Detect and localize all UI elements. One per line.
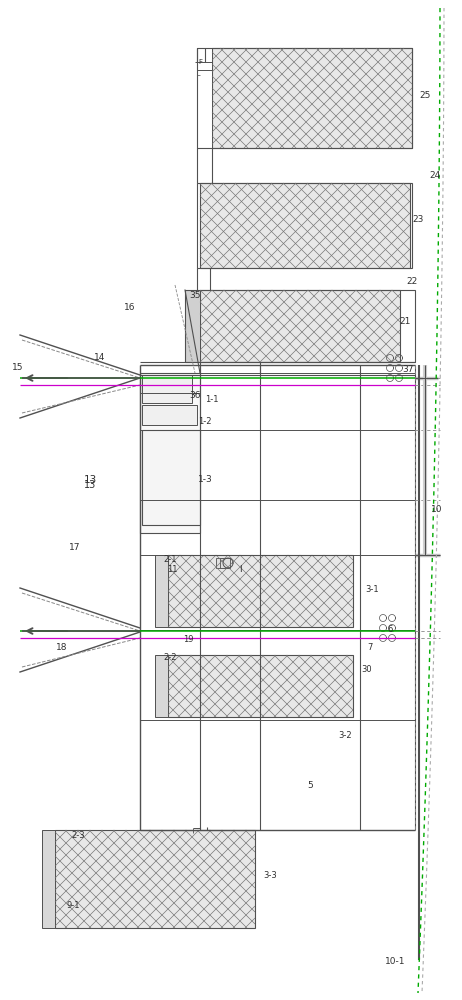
Bar	[185, 290, 415, 362]
Text: 18: 18	[56, 644, 68, 652]
Bar	[55, 830, 255, 928]
Text: 9-1: 9-1	[66, 900, 80, 910]
Text: 19: 19	[183, 636, 193, 645]
Text: 15: 15	[12, 363, 24, 372]
Text: 11: 11	[167, 566, 177, 574]
Text: 3-3: 3-3	[263, 870, 277, 880]
Text: 16: 16	[124, 304, 136, 312]
Text: 24: 24	[429, 170, 441, 180]
Text: 22: 22	[407, 277, 418, 286]
Bar	[42, 830, 55, 928]
Text: 35: 35	[189, 290, 201, 300]
Text: 7: 7	[367, 644, 373, 652]
Text: 13: 13	[83, 475, 97, 485]
Text: 14: 14	[94, 354, 106, 362]
Bar	[185, 290, 200, 362]
Text: 1-2: 1-2	[198, 418, 212, 426]
Bar	[200, 183, 410, 268]
Text: 13: 13	[84, 480, 96, 490]
Text: 23: 23	[412, 216, 424, 225]
Bar	[216, 558, 226, 568]
Text: 3-1: 3-1	[365, 585, 379, 594]
Text: 1-1: 1-1	[205, 395, 219, 404]
Text: 2-2: 2-2	[163, 654, 177, 662]
Text: 3-2: 3-2	[338, 730, 352, 740]
Text: 6: 6	[387, 626, 393, 635]
Bar	[140, 373, 200, 533]
Bar	[200, 290, 400, 362]
Text: 10: 10	[431, 506, 443, 514]
Bar	[142, 430, 200, 525]
Bar	[212, 48, 412, 148]
Bar	[168, 655, 353, 717]
Text: 25: 25	[419, 91, 431, 100]
Text: 2-3: 2-3	[71, 830, 85, 840]
Text: 36: 36	[189, 390, 201, 399]
Bar	[197, 183, 412, 268]
Bar	[142, 375, 192, 403]
Text: 30: 30	[362, 666, 372, 674]
Text: 5: 5	[307, 780, 313, 790]
Bar	[155, 555, 168, 627]
Text: 10-1: 10-1	[385, 958, 405, 966]
Text: 1-3: 1-3	[198, 476, 213, 485]
Bar	[197, 48, 412, 148]
Bar	[197, 48, 212, 148]
Bar	[220, 558, 230, 568]
Text: 2-1: 2-1	[163, 556, 177, 564]
Text: F: F	[198, 59, 202, 65]
Text: 21: 21	[399, 318, 411, 326]
Text: I: I	[239, 566, 241, 574]
Text: 17: 17	[69, 544, 81, 552]
Bar	[155, 655, 168, 717]
Bar	[168, 555, 353, 627]
Text: 37: 37	[402, 365, 414, 374]
Bar	[142, 405, 197, 425]
